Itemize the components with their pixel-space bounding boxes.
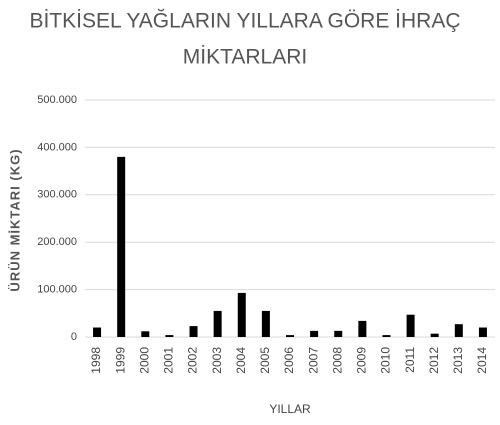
bar xyxy=(141,331,150,337)
bar xyxy=(478,327,487,337)
y-axis-label: ÜRÜN MİKTARI (KG) xyxy=(7,148,22,291)
x-tick-label: 2014 xyxy=(475,347,489,374)
chart-title: MİKTARLARI xyxy=(183,46,307,69)
x-tick-label: 2007 xyxy=(306,347,320,374)
x-tick-label: 1999 xyxy=(113,347,127,374)
y-tick-label: 500.000 xyxy=(37,94,77,106)
x-tick-label: 1998 xyxy=(89,347,103,374)
bar xyxy=(117,156,126,337)
x-tick-label: 2005 xyxy=(258,347,272,374)
y-tick-label: 300.000 xyxy=(37,189,77,201)
bar xyxy=(454,324,463,337)
bar xyxy=(334,330,343,337)
x-tick-label: 2008 xyxy=(330,347,344,374)
bar xyxy=(310,330,319,337)
bar xyxy=(382,335,391,337)
chart-title: BİTKİSEL YAĞLARIN YILLARA GÖRE İHRAÇ xyxy=(29,10,460,33)
x-tick-label: 2000 xyxy=(137,347,151,374)
bar xyxy=(430,333,439,337)
bar xyxy=(261,310,270,337)
x-axis-label: YILLAR xyxy=(269,402,311,416)
y-tick-label: 400.000 xyxy=(37,141,77,153)
x-tick-label: 2002 xyxy=(186,347,200,374)
bar xyxy=(358,320,367,337)
bar xyxy=(237,292,246,337)
x-tick-label: 2009 xyxy=(355,347,369,374)
x-tick-label: 2011 xyxy=(403,347,417,373)
y-tick-label: 100.000 xyxy=(37,284,77,296)
x-tick-label: 2004 xyxy=(234,347,248,374)
x-tick-label: 2012 xyxy=(427,347,441,374)
bar xyxy=(406,314,415,337)
x-tick-label: 2001 xyxy=(162,347,176,374)
x-tick-label: 2006 xyxy=(282,347,296,374)
bar xyxy=(165,335,174,337)
x-tick-label: 2013 xyxy=(451,347,465,374)
bar xyxy=(189,326,198,337)
bar xyxy=(286,335,294,337)
y-tick-label: 0 xyxy=(71,331,77,343)
bar xyxy=(213,310,222,337)
bar xyxy=(93,327,102,337)
y-tick-label: 200.000 xyxy=(37,236,77,248)
x-tick-label: 2003 xyxy=(210,347,224,374)
x-tick-label: 2010 xyxy=(379,347,393,374)
